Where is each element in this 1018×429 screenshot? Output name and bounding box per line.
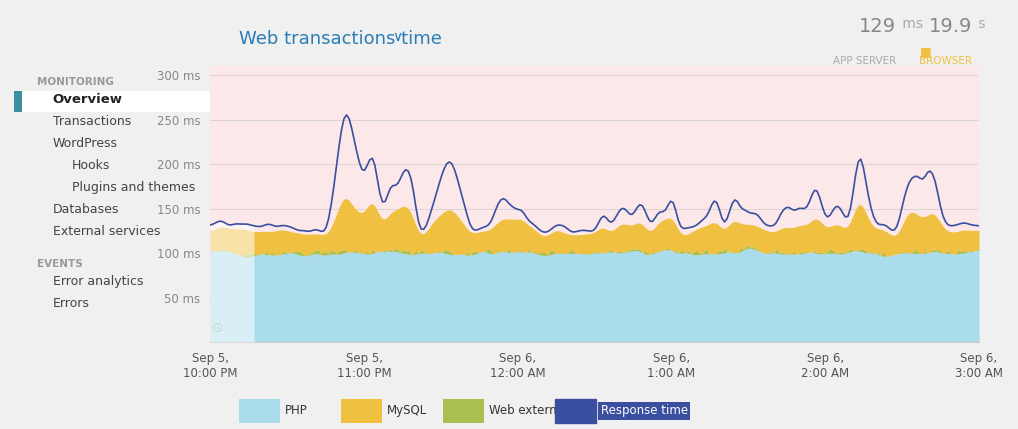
- Text: Hooks: Hooks: [72, 159, 110, 172]
- Text: MONITORING: MONITORING: [38, 78, 114, 88]
- Text: Errors: Errors: [53, 297, 90, 310]
- Text: Web external: Web external: [489, 405, 567, 417]
- Text: EVENTS: EVENTS: [38, 259, 83, 269]
- Text: 129: 129: [859, 17, 896, 36]
- Text: ms: ms: [898, 17, 923, 31]
- Text: Overview: Overview: [53, 93, 123, 106]
- Text: ∨: ∨: [392, 30, 402, 44]
- Text: BROWSER: BROWSER: [919, 56, 972, 66]
- Text: s: s: [974, 17, 985, 31]
- Text: Plugins and themes: Plugins and themes: [72, 181, 195, 194]
- Text: PHP: PHP: [285, 405, 307, 417]
- Text: Transactions: Transactions: [53, 115, 131, 128]
- Text: Web transactions time: Web transactions time: [239, 30, 442, 48]
- Text: Error analytics: Error analytics: [53, 275, 144, 288]
- FancyBboxPatch shape: [18, 91, 211, 112]
- Text: External services: External services: [53, 225, 160, 238]
- Bar: [14, 91, 22, 112]
- Text: 19.9: 19.9: [928, 17, 972, 36]
- Text: Response time: Response time: [601, 405, 688, 417]
- Text: ⊙: ⊙: [212, 321, 224, 335]
- Text: APP SERVER: APP SERVER: [833, 56, 896, 66]
- Text: ■: ■: [920, 45, 932, 58]
- Text: Databases: Databases: [53, 203, 119, 216]
- Text: WordPress: WordPress: [53, 137, 118, 150]
- Text: MySQL: MySQL: [387, 405, 428, 417]
